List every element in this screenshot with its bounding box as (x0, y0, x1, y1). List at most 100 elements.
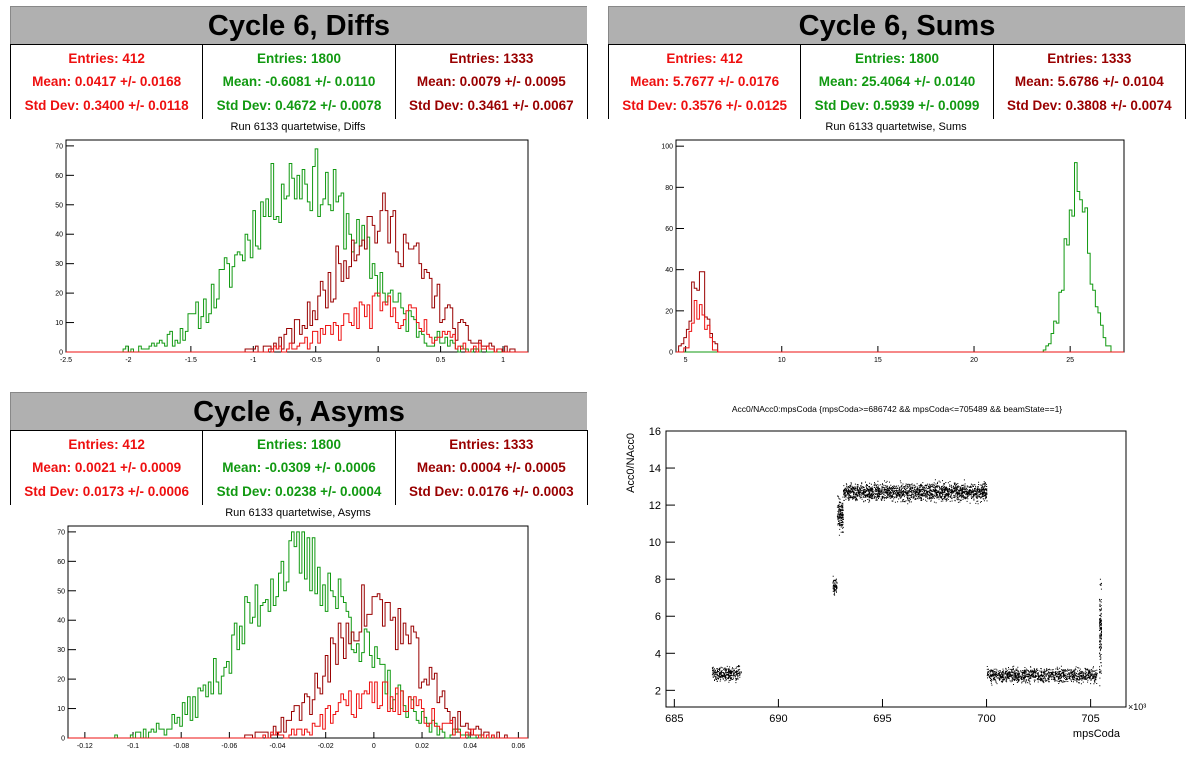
y-tick-label: 20 (57, 677, 65, 684)
y-tick-label: 40 (55, 232, 63, 239)
stats-box: Entries: 412 Mean: 0.0021 +/- 0.0009 Std… (10, 430, 588, 505)
std-label: Std Dev: 0.5939 +/- 0.0099 (814, 97, 980, 113)
x-tick-label: 700 (977, 713, 995, 725)
entries-label: Entries: 1333 (449, 437, 534, 453)
mean-label: Mean: 0.0417 +/- 0.0168 (32, 74, 182, 90)
stats-green: Entries: 1800 Mean: 25.4064 +/- 0.0140 S… (801, 45, 994, 119)
x-axis-scale: ×10³ (1128, 702, 1146, 712)
std-label: Std Dev: 0.3576 +/- 0.0125 (622, 97, 788, 113)
entries-label: Entries: 1800 (256, 51, 342, 67)
y-tick-label: 0 (59, 350, 63, 357)
scatter-panel: Acc0/NAcc0:mpsCoda {mpsCoda>=686742 && m… (598, 386, 1196, 772)
histogram-series-1 (68, 584, 528, 739)
mean-label: Mean: 5.7677 +/- 0.0176 (630, 74, 780, 90)
x-tick-label: -0.5 (310, 357, 322, 364)
x-tick-label: 0.02 (415, 743, 429, 750)
panel-title: Cycle 6, Diffs (10, 6, 587, 45)
histogram-series-2 (66, 292, 528, 353)
x-tick-label: 20 (970, 357, 978, 364)
entries-label: Entries: 1800 (854, 51, 940, 67)
x-tick-label: 0 (376, 357, 380, 364)
stats-red: Entries: 412 Mean: 0.0021 +/- 0.0009 Std… (11, 431, 204, 505)
x-axis-label: mpsCoda (1073, 728, 1121, 740)
scatter-title: Acc0/NAcc0:mpsCoda {mpsCoda>=686742 && m… (731, 404, 1063, 414)
histogram-series-2 (676, 300, 1124, 353)
y-tick-label: 0 (61, 736, 65, 743)
y-tick-label: 60 (665, 226, 673, 233)
y-tick-label: 10 (57, 706, 65, 713)
x-tick-label: -0.08 (173, 743, 189, 750)
y-tick-label: 14 (649, 463, 661, 475)
y-tick-label: 40 (57, 618, 65, 625)
x-tick-label: 0.06 (512, 743, 526, 750)
stats-red: Entries: 412 Mean: 0.0417 +/- 0.0168 Std… (11, 45, 204, 119)
x-tick-label: 10 (778, 357, 786, 364)
x-tick-label: 5 (684, 357, 688, 364)
asyms-panel: Cycle 6, Asyms Entries: 412 Mean: 0.0021… (0, 386, 598, 772)
plot-frame (67, 525, 529, 739)
plot-frame (65, 139, 529, 353)
x-tick-label: 1 (501, 357, 505, 364)
entries-label: Entries: 1333 (1047, 51, 1132, 67)
stats-box: Entries: 412 Mean: 0.0417 +/- 0.0168 Std… (10, 44, 588, 119)
stats-red: Entries: 412 Mean: 5.7677 +/- 0.0176 Std… (609, 45, 802, 119)
y-tick-label: 0 (669, 350, 673, 357)
scatter-plot: 685 690 695 700 705 2 4 6 8 10 12 14 16 mpsCoda ×10³ Ac… (625, 426, 1146, 740)
scatter-cluster-3 (843, 479, 988, 505)
stats-green: Entries: 1800 Mean: -0.0309 +/- 0.0006 S… (203, 431, 396, 505)
x-tick-label: 685 (665, 713, 683, 725)
entries-label: Entries: 1333 (449, 51, 534, 67)
x-tick-label: 0.04 (463, 743, 477, 750)
std-label: Std Dev: 0.3400 +/- 0.0118 (24, 97, 189, 113)
histogram-title: Run 6133 quartetwise, Sums (825, 121, 967, 133)
y-tick-label: 30 (55, 261, 63, 268)
histogram-series-0 (66, 148, 528, 353)
y-tick-label: 10 (55, 320, 63, 327)
y-tick-label: 70 (57, 529, 65, 536)
x-tick-label: -1 (250, 357, 256, 364)
y-tick-label: 40 (665, 267, 673, 274)
y-tick-label: 100 (661, 144, 673, 151)
x-tick-label: -0.06 (221, 743, 237, 750)
stats-green: Entries: 1800 Mean: -0.6081 +/- 0.0110 S… (203, 45, 396, 119)
y-tick-label: 50 (57, 588, 65, 595)
entries-label: Entries: 412 (68, 51, 145, 67)
y-tick-label: 4 (655, 648, 661, 660)
histogram-series-2 (68, 681, 528, 739)
sums-panel: Cycle 6, Sums Entries: 412 Mean: 5.7677 … (598, 0, 1196, 386)
y-axis-label: Acc0/NAcc0 (625, 433, 637, 493)
mean-label: Mean: 0.0021 +/- 0.0009 (32, 460, 182, 476)
std-label: Std Dev: 0.4672 +/- 0.0078 (216, 97, 382, 113)
stats-box: Entries: 412 Mean: 5.7677 +/- 0.0176 Std… (608, 44, 1186, 119)
y-tick-label: 60 (57, 559, 65, 566)
mean-label: Mean: 0.0079 +/- 0.0095 (416, 74, 566, 90)
x-tick-label: 0.5 (436, 357, 446, 364)
y-tick-label: 20 (665, 308, 673, 315)
stats-darkred: Entries: 1333 Mean: 0.0004 +/- 0.0005 St… (396, 431, 587, 505)
scatter-cluster-1 (832, 575, 838, 596)
x-tick-label: -0.12 (77, 743, 93, 750)
x-tick-label: 15 (874, 357, 882, 364)
panel-title: Cycle 6, Sums (608, 6, 1185, 45)
y-tick-label: 12 (649, 500, 661, 512)
mean-label: Mean: 5.6786 +/- 0.0104 (1014, 74, 1164, 90)
x-tick-label: 695 (873, 713, 891, 725)
diffs-panel: Cycle 6, Diffs Entries: 412 Mean: 0.0417… (0, 0, 598, 386)
histogram-title: Run 6133 quartetwise, Asyms (225, 507, 371, 519)
y-tick-label: 2 (655, 685, 661, 697)
y-tick-label: 10 (649, 537, 661, 549)
entries-label: Entries: 412 (68, 437, 145, 453)
scatter-cluster-5 (1098, 578, 1102, 687)
scatter-cluster-0 (711, 665, 742, 684)
x-tick-label: -2 (125, 357, 131, 364)
x-tick-label: -0.02 (318, 743, 334, 750)
stats-darkred: Entries: 1333 Mean: 0.0079 +/- 0.0095 St… (396, 45, 587, 119)
y-tick-label: 60 (55, 173, 63, 180)
mean-label: Mean: -0.6081 +/- 0.0110 (222, 74, 376, 90)
y-tick-label: 30 (57, 647, 65, 654)
x-tick-label: -0.1 (127, 743, 139, 750)
x-tick-label: -1.5 (185, 357, 197, 364)
histogram-title: Run 6133 quartetwise, Diffs (230, 121, 366, 133)
scatter-cluster-2 (836, 495, 844, 536)
mean-label: Mean: 0.0004 +/- 0.0005 (416, 460, 566, 476)
